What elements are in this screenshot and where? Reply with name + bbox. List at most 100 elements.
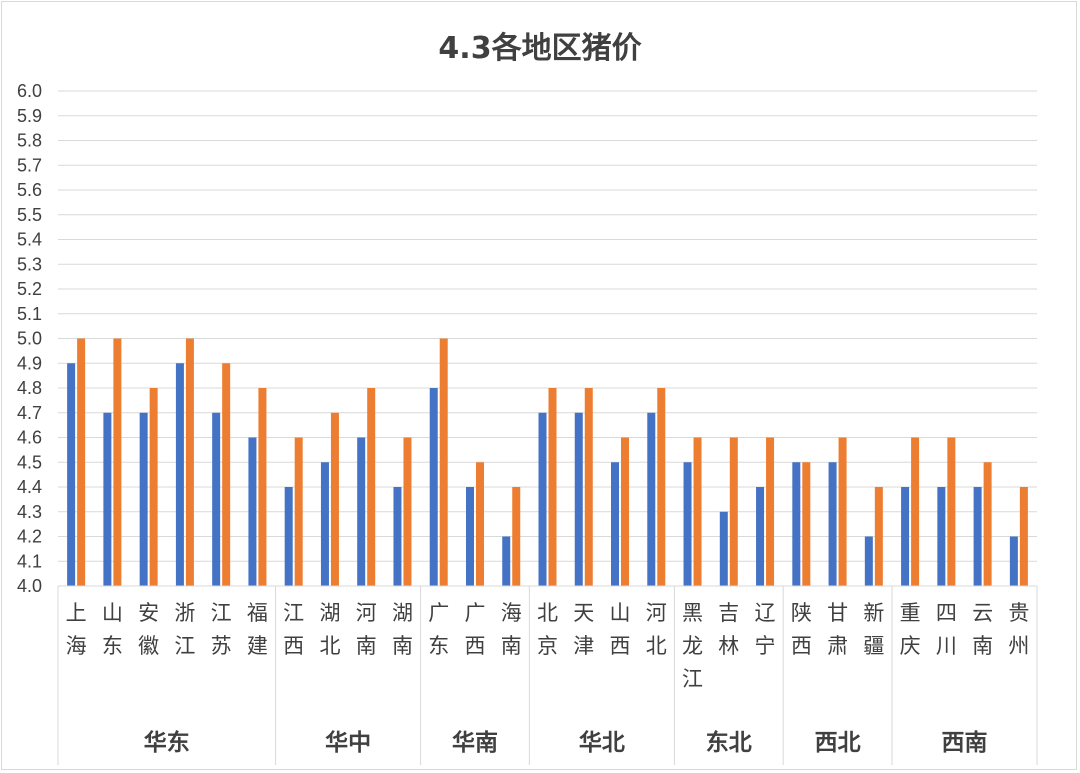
y-tick-label: 4.8 bbox=[17, 378, 42, 398]
bar-series-1 bbox=[574, 412, 583, 586]
group-label: 西北 bbox=[815, 730, 861, 756]
category-label: 上海 bbox=[66, 601, 87, 658]
bar-series-2 bbox=[222, 363, 231, 586]
y-tick-label: 4.9 bbox=[17, 353, 42, 373]
bar-series-2 bbox=[693, 437, 702, 586]
category-label: 江西 bbox=[283, 601, 304, 658]
group-label: 西南 bbox=[941, 730, 987, 756]
category-label: 黑龙江 bbox=[682, 601, 703, 691]
bar-series-1 bbox=[937, 487, 946, 586]
group-label: 东北 bbox=[706, 729, 752, 756]
category-label: 广西 bbox=[464, 601, 485, 658]
category-label: 山东 bbox=[102, 601, 123, 658]
y-tick-label: 5.6 bbox=[17, 180, 42, 200]
y-tick-label: 5.8 bbox=[17, 131, 42, 151]
bar-series-1 bbox=[828, 462, 837, 586]
y-tick-label: 5.7 bbox=[17, 155, 42, 175]
bar-series-2 bbox=[512, 487, 521, 586]
y-tick-label: 5.4 bbox=[17, 230, 42, 250]
category-label: 四川 bbox=[936, 601, 957, 658]
y-tick-label: 5.2 bbox=[17, 279, 42, 299]
bars bbox=[67, 338, 1028, 586]
category-label: 新疆 bbox=[863, 601, 884, 658]
category-label: 河北 bbox=[646, 601, 667, 658]
category-label: 陕西 bbox=[791, 601, 812, 658]
category-label: 重庆 bbox=[900, 601, 921, 658]
y-tick-label: 4.1 bbox=[17, 551, 42, 571]
x-axis: 上海山东安徽浙江江苏福建江西湖北河南湖南广东广西海南北京天津山西河北黑龙江吉林辽… bbox=[57, 585, 1038, 765]
y-tick-label: 4.0 bbox=[17, 576, 42, 596]
y-tick-label: 5.9 bbox=[17, 106, 42, 126]
bar-series-1 bbox=[320, 462, 329, 586]
y-tick-label: 5.5 bbox=[17, 205, 42, 225]
bar-series-2 bbox=[367, 388, 376, 586]
bar-series-2 bbox=[729, 437, 738, 586]
category-label: 吉林 bbox=[718, 601, 739, 658]
bar-series-1 bbox=[792, 462, 801, 586]
y-axis-ticks: 4.0 4.1 4.2 4.3 4.4 4.5 4.6 4.7 4.8 4.9 5.0 5.1 5.2 5… bbox=[17, 81, 42, 596]
bar-series-2 bbox=[258, 388, 267, 586]
bar-series-2 bbox=[330, 412, 339, 586]
bar-series-1 bbox=[647, 412, 656, 586]
bar-series-2 bbox=[874, 487, 883, 586]
y-tick-label: 5.1 bbox=[17, 304, 42, 324]
group-label: 华南 bbox=[452, 729, 498, 756]
category-label: 天津 bbox=[573, 601, 594, 658]
category-label: 海南 bbox=[501, 601, 522, 658]
bar-series-1 bbox=[357, 437, 366, 586]
bar-series-2 bbox=[77, 338, 86, 586]
bar-series-1 bbox=[284, 487, 293, 586]
y-tick-label: 5.0 bbox=[17, 329, 42, 349]
bar-series-1 bbox=[538, 412, 547, 586]
bar-series-1 bbox=[502, 536, 511, 586]
bar-series-1 bbox=[683, 462, 692, 586]
bar-series-1 bbox=[1009, 536, 1018, 586]
bar-series-2 bbox=[983, 462, 992, 586]
category-label: 北京 bbox=[537, 601, 558, 658]
bar-series-1 bbox=[465, 487, 474, 586]
category-label: 贵州 bbox=[1008, 601, 1029, 658]
bar-series-1 bbox=[864, 536, 873, 586]
category-label: 辽宁 bbox=[755, 601, 776, 658]
category-label: 甘肃 bbox=[827, 601, 848, 658]
bar-series-1 bbox=[973, 487, 982, 586]
bar-series-2 bbox=[1019, 487, 1028, 586]
bar-series-2 bbox=[584, 388, 593, 586]
gridlines bbox=[58, 90, 1037, 587]
group-label: 华中 bbox=[325, 729, 371, 756]
bar-series-2 bbox=[403, 437, 412, 586]
bar-series-2 bbox=[113, 338, 122, 586]
bar-series-1 bbox=[393, 487, 402, 586]
category-label: 湖北 bbox=[319, 601, 340, 658]
category-label: 云南 bbox=[972, 601, 993, 658]
category-label: 湖南 bbox=[392, 601, 413, 658]
bar-series-1 bbox=[139, 412, 148, 586]
bar-series-1 bbox=[212, 412, 221, 586]
bar-series-2 bbox=[911, 437, 920, 586]
category-label: 江苏 bbox=[211, 601, 232, 658]
y-tick-label: 4.3 bbox=[17, 502, 42, 522]
bar-series-2 bbox=[657, 388, 666, 586]
bar-series-2 bbox=[548, 388, 557, 586]
bar-series-2 bbox=[802, 462, 811, 586]
category-label: 广东 bbox=[428, 601, 449, 658]
bar-series-2 bbox=[439, 338, 448, 586]
bar-series-2 bbox=[475, 462, 484, 586]
bar-series-1 bbox=[248, 437, 257, 586]
category-label: 浙江 bbox=[174, 601, 195, 658]
y-tick-label: 4.5 bbox=[17, 452, 42, 472]
y-tick-label: 6.0 bbox=[17, 81, 42, 101]
y-tick-label: 4.7 bbox=[17, 403, 42, 423]
group-label: 华东 bbox=[144, 729, 190, 756]
bar-series-2 bbox=[621, 437, 630, 586]
group-label: 华北 bbox=[579, 729, 625, 756]
bar-series-2 bbox=[947, 437, 956, 586]
bar-series-2 bbox=[149, 388, 158, 586]
category-label: 福建 bbox=[247, 601, 268, 658]
bar-series-1 bbox=[719, 511, 728, 586]
category-label: 安徽 bbox=[138, 601, 159, 658]
y-tick-label: 5.3 bbox=[17, 254, 42, 274]
bar-series-2 bbox=[838, 437, 847, 586]
